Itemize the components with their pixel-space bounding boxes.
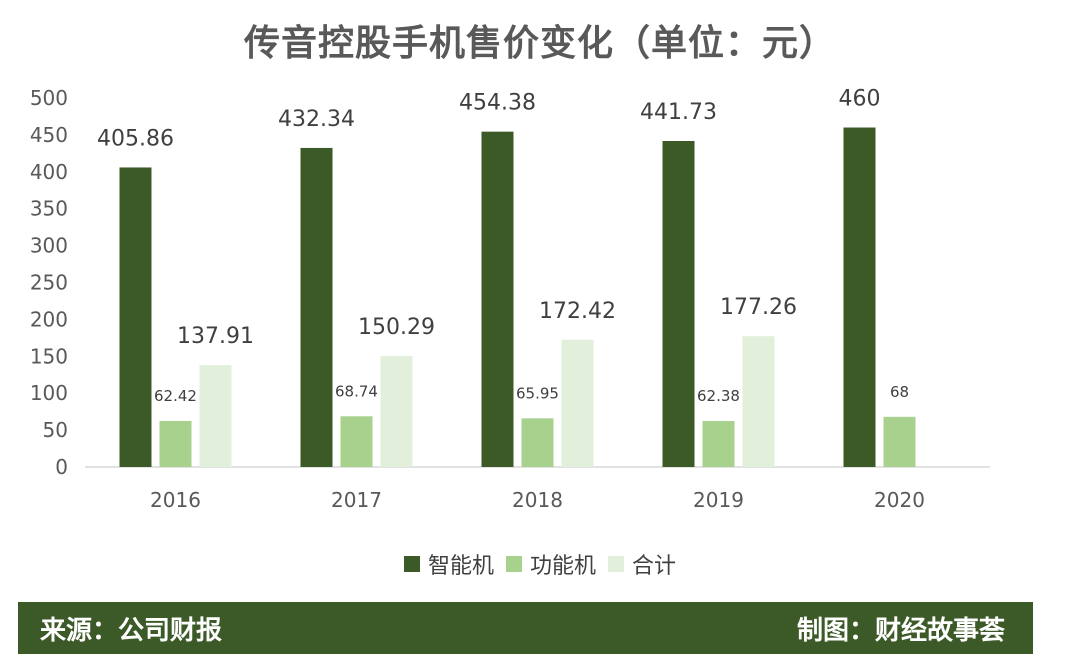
data-label: 62.42 [154,387,197,405]
legend-swatch-total [608,556,624,572]
y-tick-label: 0 [55,455,68,479]
legend-label-feature-phone: 功能机 [529,554,596,579]
bar-智能机-2020 [843,127,876,468]
footer-banner: 来源：公司财报 制图：财经故事荟 [18,602,1033,654]
x-tick-label: 2017 [331,488,382,512]
legend-item-smartphone: 智能机 [403,548,494,580]
y-tick-label: 150 [30,344,68,368]
bar-功能机-2016 [159,420,192,467]
data-label: 65.95 [516,384,559,402]
legend-swatch-smartphone [403,556,420,572]
data-label: 405.86 [97,126,174,151]
x-tick-label: 2018 [512,488,563,512]
y-tick-label: 200 [30,307,68,331]
legend-label-total: 合计 [632,554,677,579]
x-tick-label: 2020 [874,488,925,512]
bar-chart: 0 50 100 150 200 250 300 350 400 450 500 405.86 62.4… [30,86,990,512]
y-tick-label: 250 [30,271,68,295]
legend-item-total: 合计 [608,548,676,580]
bar-智能机-2019 [662,141,695,467]
data-label: 150.29 [358,315,435,340]
data-label: 432.34 [278,107,355,132]
bar-合计-2019 [742,336,775,467]
data-label: 137.91 [177,324,254,349]
data-label: 460 [839,87,881,112]
bar-功能机-2020 [883,416,916,467]
bar-合计-2016 [199,365,232,467]
chart-title: 传音控股手机售价变化（单位：元） [243,23,836,64]
y-tick-label: 350 [30,197,68,221]
y-tick-label: 500 [30,86,68,110]
bar-智能机-2016 [119,167,152,467]
y-tick-label: 50 [43,418,68,442]
bar-功能机-2018 [521,418,554,467]
data-label: 68 [890,383,909,401]
bar-功能机-2019 [702,420,735,467]
y-tick-label: 100 [30,381,68,405]
y-tick-label: 400 [30,160,68,184]
legend: 智能机 功能机 合计 [0,548,1080,580]
bar-智能机-2018 [481,131,514,468]
x-tick-label: 2019 [693,488,744,512]
x-tick-label: 2016 [150,488,201,512]
y-tick-label: 300 [30,234,68,258]
data-label: 172.42 [539,299,616,324]
legend-swatch-feature-phone [505,556,522,572]
data-label: 177.26 [720,295,797,320]
data-label: 62.38 [697,387,740,405]
legend-item-feature-phone: 功能机 [505,548,596,580]
data-label: 441.73 [640,100,717,125]
bar-合计-2018 [561,339,594,467]
bar-功能机-2017 [340,416,373,467]
data-label: 454.38 [459,91,536,116]
credit-text: 制图：财经故事荟 [796,615,1005,646]
y-tick-label: 450 [30,123,68,147]
legend-label-smartphone: 智能机 [427,554,494,579]
bar-智能机-2017 [300,147,333,467]
data-label: 68.74 [335,382,378,400]
bar-合计-2017 [380,356,413,467]
source-text: 来源：公司财报 [40,615,223,646]
